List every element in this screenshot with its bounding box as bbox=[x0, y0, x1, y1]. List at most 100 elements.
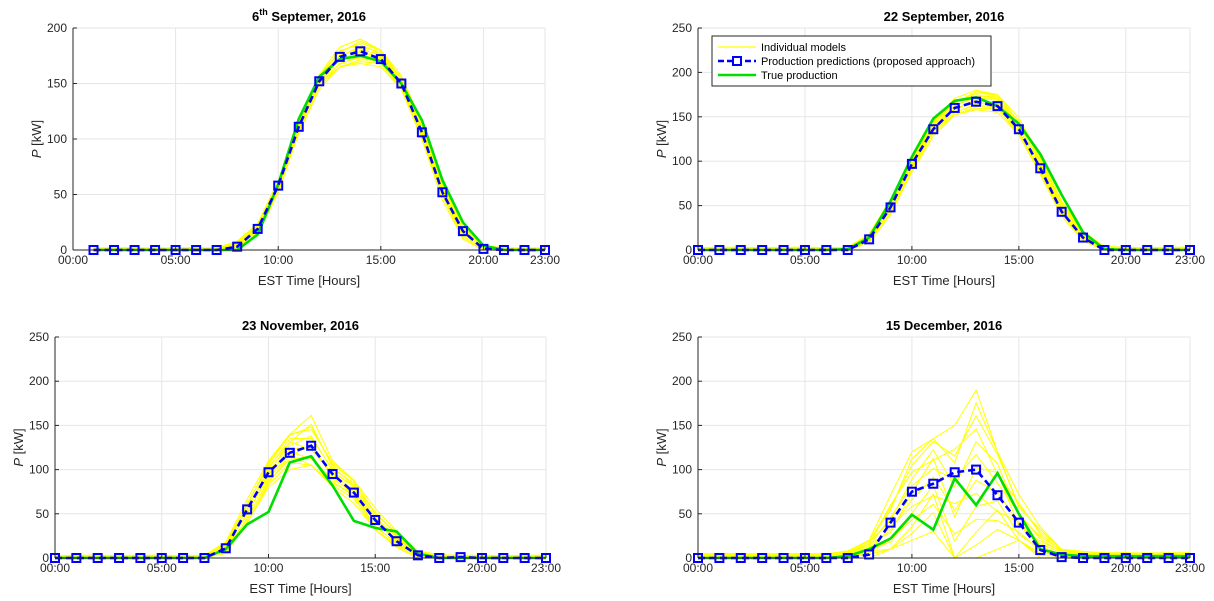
y-tick-label: 100 bbox=[29, 463, 49, 477]
x-axis-label: EST Time [Hours] bbox=[249, 581, 351, 596]
y-tick-label: 100 bbox=[47, 132, 67, 146]
prediction-marker bbox=[396, 78, 407, 89]
individual-model-line bbox=[54, 451, 547, 559]
chart-title-superscript: th bbox=[259, 7, 268, 17]
individual-model-line bbox=[697, 89, 1190, 249]
prediction-marker bbox=[412, 550, 423, 561]
prediction-marker bbox=[992, 101, 1003, 112]
individual-model-line bbox=[697, 107, 1191, 251]
y-tick-label: 100 bbox=[672, 463, 692, 477]
y-tick-label: 50 bbox=[679, 507, 693, 521]
prediction-marker bbox=[928, 124, 939, 135]
prediction-marker bbox=[375, 54, 386, 65]
individual-model-line bbox=[697, 414, 1191, 556]
y-tick-label: 250 bbox=[672, 330, 692, 344]
prediction-marker bbox=[293, 121, 304, 132]
prediction-marker bbox=[1056, 552, 1067, 563]
x-axis-label: EST Time [Hours] bbox=[258, 273, 360, 288]
chart-panel: 00:00 05:00 10:00 15:00 20:00 23:00 0 50 100 150 2… bbox=[11, 318, 561, 596]
x-tick-label: 15:00 bbox=[1004, 561, 1034, 575]
y-tick-label: 50 bbox=[679, 199, 693, 213]
y-axis-label-symbol: P bbox=[29, 149, 44, 158]
prediction-marker bbox=[971, 96, 982, 107]
x-tick-label: 00:00 bbox=[58, 253, 88, 267]
x-tick-label: 05:00 bbox=[161, 253, 191, 267]
prediction-marker bbox=[457, 226, 468, 237]
x-tick-label: 15:00 bbox=[1004, 253, 1034, 267]
prediction-marker bbox=[1035, 163, 1046, 174]
y-tick-label: 200 bbox=[47, 21, 67, 35]
x-tick-label: 10:00 bbox=[263, 253, 293, 267]
prediction-marker bbox=[348, 487, 359, 498]
individual-model-line bbox=[54, 435, 547, 558]
x-tick-label: 05:00 bbox=[790, 253, 820, 267]
individual-model-line bbox=[697, 104, 1191, 251]
chart-title-text: 6 bbox=[252, 9, 259, 24]
prediction-marker bbox=[1035, 545, 1046, 556]
x-axis-label: EST Time [Hours] bbox=[893, 581, 995, 596]
x-tick-label: 05:00 bbox=[790, 561, 820, 575]
y-tick-label: 250 bbox=[29, 330, 49, 344]
legend-entry-label: True production bbox=[761, 70, 838, 82]
prediction-marker bbox=[1013, 124, 1024, 135]
x-tick-label: 23:00 bbox=[1175, 561, 1205, 575]
chart-title: 22 September, 2016 bbox=[884, 9, 1005, 24]
x-tick-label: 23:00 bbox=[1175, 253, 1205, 267]
prediction-marker bbox=[928, 478, 939, 489]
x-tick-label: 20:00 bbox=[1111, 253, 1141, 267]
individual-model-line bbox=[697, 388, 1190, 555]
individual-model-line bbox=[55, 423, 546, 557]
legend-entry-label: Individual models bbox=[761, 42, 846, 54]
x-tick-label: 10:00 bbox=[253, 561, 283, 575]
x-tick-label: 00:00 bbox=[683, 561, 713, 575]
y-axis-label-symbol: P bbox=[11, 458, 26, 467]
x-tick-label: 20:00 bbox=[1111, 561, 1141, 575]
individual-model-line bbox=[54, 414, 546, 557]
individual-model-line bbox=[93, 38, 546, 249]
prediction-marker bbox=[232, 241, 243, 252]
individual-model-line bbox=[93, 40, 546, 250]
prediction-marker bbox=[906, 158, 917, 169]
individual-model-line bbox=[697, 104, 1191, 251]
y-axis-label-unit: [kW] bbox=[29, 120, 44, 150]
prediction-marker bbox=[949, 102, 960, 113]
x-tick-label: 15:00 bbox=[366, 253, 396, 267]
y-tick-label: 150 bbox=[672, 418, 692, 432]
chart-panel: 00:00 05:00 10:00 15:00 20:00 23:00 0 50 100 150 2… bbox=[654, 9, 1205, 288]
prediction-marker bbox=[1056, 206, 1067, 217]
legend-swatch-prediction-marker bbox=[732, 56, 742, 66]
chart-title: 23 November, 2016 bbox=[242, 318, 359, 333]
individual-model-line bbox=[697, 457, 1191, 558]
y-tick-label: 200 bbox=[29, 374, 49, 388]
prediction-marker bbox=[885, 202, 896, 213]
prediction-marker bbox=[263, 467, 274, 478]
individual-model-line bbox=[697, 484, 1191, 559]
individual-model-line bbox=[54, 461, 547, 559]
prediction-marker bbox=[455, 552, 466, 563]
chart-title-text: 23 November, 2016 bbox=[242, 318, 359, 333]
x-axis-label: EST Time [Hours] bbox=[893, 273, 995, 288]
chart-panel: 00:00 05:00 10:00 15:00 20:00 23:00 0 50 100 150 2… bbox=[29, 7, 560, 288]
y-axis-label-symbol: P bbox=[654, 149, 669, 158]
true-production-line bbox=[698, 95, 1190, 252]
y-tick-label: 150 bbox=[29, 418, 49, 432]
y-axis-label: P [kW] bbox=[11, 428, 26, 466]
y-tick-label: 200 bbox=[672, 65, 692, 79]
x-tick-label: 20:00 bbox=[468, 253, 498, 267]
chart-panel: 00:00 05:00 10:00 15:00 20:00 23:00 0 50 100 150 2… bbox=[654, 318, 1205, 596]
y-tick-label: 0 bbox=[42, 551, 49, 565]
individual-model-line bbox=[93, 62, 545, 251]
individual-model-line bbox=[55, 464, 546, 559]
prediction-marker bbox=[370, 514, 381, 525]
legend-box bbox=[711, 35, 992, 87]
prediction-marker bbox=[864, 234, 875, 245]
individual-model-line bbox=[698, 109, 1190, 251]
x-tick-label: 00:00 bbox=[40, 561, 70, 575]
x-tick-label: 00:00 bbox=[683, 253, 713, 267]
prediction-marker bbox=[992, 490, 1003, 501]
x-tick-label: 10:00 bbox=[897, 253, 927, 267]
x-tick-label: 05:00 bbox=[147, 561, 177, 575]
y-axis-label-unit: [kW] bbox=[654, 428, 669, 458]
prediction-marker bbox=[416, 127, 427, 138]
